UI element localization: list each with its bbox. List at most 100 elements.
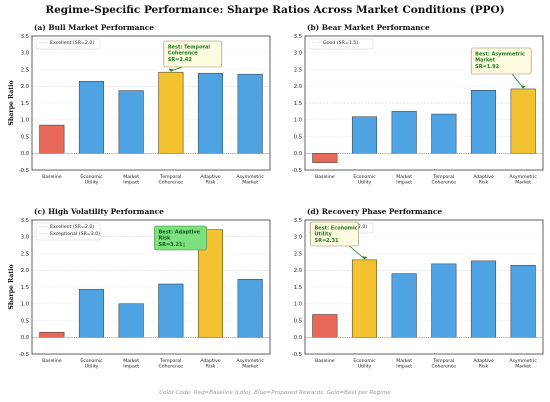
bar <box>78 80 105 154</box>
x-tick-label: Asymmetric Market <box>236 358 264 369</box>
x-tick-label: Adaptive Risk <box>200 174 221 185</box>
y-tick-label: -0.5 <box>292 168 302 174</box>
annotation-text: Best: Economic <box>315 226 358 232</box>
annotation-text: Best: Temporal <box>168 45 211 51</box>
y-tick-label: 2.5 <box>294 251 302 257</box>
y-tick-label: 1.5 <box>294 285 302 291</box>
bar <box>237 73 263 154</box>
x-tick-label: Baseline <box>315 174 335 180</box>
x-tick-label: Temporal Coherence <box>432 358 457 369</box>
y-tick-label: 3.0 <box>294 51 302 57</box>
annotation-box <box>470 47 532 75</box>
annotation-text: Risk <box>159 236 172 242</box>
bar <box>510 264 536 338</box>
plot-frame <box>31 219 271 355</box>
y-tick-label: 3.5 <box>21 34 29 40</box>
bar <box>118 90 144 154</box>
x-tick-label: Temporal Coherence <box>159 174 184 185</box>
bar <box>351 116 378 154</box>
legend-box <box>35 38 101 50</box>
annotation-text: Coherence <box>168 51 198 57</box>
y-tick-label: 3.0 <box>21 51 29 57</box>
x-tick-label: Asymmetric Market <box>509 358 537 369</box>
annotation-box <box>310 221 359 247</box>
annotation-arrow <box>349 245 365 260</box>
annotation-text: SR=2.42 <box>168 57 192 63</box>
x-tick-label: Adaptive Risk <box>473 358 494 369</box>
plot-frame <box>31 35 271 171</box>
annotation-arrowhead <box>168 68 174 72</box>
annotation-box <box>163 40 223 68</box>
x-tick-label: Temporal Coherence <box>432 174 457 185</box>
y-tick-label: 0.0 <box>294 335 302 341</box>
y-tick-label: -0.5 <box>292 352 302 358</box>
annotation-arrowhead <box>520 85 526 89</box>
x-tick-label: Baseline <box>42 358 62 364</box>
x-tick-label: Temporal Coherence <box>159 358 184 369</box>
bar <box>470 260 497 338</box>
y-tick-label: 1.0 <box>294 118 302 124</box>
chart-panel: (c) High Volatility Performance -0.5 0.0 0.… <box>8 207 271 369</box>
x-tick-label: Market Impact <box>123 358 139 369</box>
bar <box>351 259 378 338</box>
bar <box>118 303 144 338</box>
y-tick-label: 2.0 <box>21 268 29 274</box>
y-tick-label: 0.5 <box>21 134 29 140</box>
y-tick-label: 1.0 <box>21 118 29 124</box>
x-tick-label: Economic Utility <box>353 174 376 185</box>
bar <box>78 289 105 338</box>
bar <box>39 124 65 154</box>
x-tick-label: Market Impact <box>396 358 412 369</box>
legend-box <box>35 222 101 241</box>
panel-title: (a) Bull Market Performance <box>34 23 154 32</box>
x-tick-label: Asymmetric Market <box>236 174 264 185</box>
chart-panel: (d) Recovery Phase Performance -0.5 0.0 0.5… <box>292 207 544 369</box>
annotation-text: SR=2.31 <box>315 238 339 244</box>
bar <box>431 263 457 338</box>
bar <box>39 331 65 338</box>
y-tick-label: 2.0 <box>294 268 302 274</box>
panel-title: (c) High Volatility Performance <box>34 207 164 216</box>
bar <box>312 153 338 163</box>
annotation-arrow <box>170 66 182 72</box>
y-tick-label: 0.0 <box>294 151 302 157</box>
panel-title: (b) Bear Market Performance <box>307 23 430 32</box>
color-code-caption: Color Code: Red=Baseline (Lolo), Blue=Pr… <box>159 390 391 396</box>
y-tick-label: 0.5 <box>21 318 29 324</box>
y-tick-label: 3.0 <box>294 235 302 241</box>
annotation-text: Best: Adaptive <box>159 230 201 236</box>
bar <box>431 113 457 154</box>
figure-title: Regime-Specific Performance: Sharpe Rati… <box>45 4 505 16</box>
annotation-text: SR=3.21▯ <box>159 242 186 248</box>
y-tick-label: 2.5 <box>21 67 29 73</box>
legend-box <box>308 38 374 50</box>
panel-title: (d) Recovery Phase Performance <box>307 207 442 216</box>
y-tick-label: 2.5 <box>21 251 29 257</box>
x-tick-label: Asymmetric Market <box>509 174 537 185</box>
x-tick-label: Market Impact <box>396 174 412 185</box>
annotation-text: Best: Asymmetric <box>475 52 525 58</box>
bar <box>158 71 184 154</box>
annotation-arrowhead <box>362 256 368 260</box>
y-tick-label: 1.0 <box>21 302 29 308</box>
y-tick-label: 0.5 <box>294 318 302 324</box>
plot-frame <box>304 219 544 355</box>
y-tick-label: 3.5 <box>294 34 302 40</box>
annotation-box <box>154 225 207 251</box>
y-tick-label: 1.0 <box>294 302 302 308</box>
y-tick-label: 0.0 <box>21 335 29 341</box>
bar <box>391 273 417 338</box>
x-tick-label: Economic Utility <box>80 358 103 369</box>
bar <box>391 111 417 154</box>
annotation-text: Utility <box>315 232 333 238</box>
bar <box>470 90 497 154</box>
x-tick-label: Baseline <box>42 174 62 180</box>
legend-label: Excellent (SR=2.0) <box>50 40 94 46</box>
bar <box>312 314 338 338</box>
annotation-text: SR=1.92 <box>475 64 499 70</box>
y-tick-label: -0.5 <box>19 168 29 174</box>
legend-label: Exceptional (SR=3.0) <box>50 231 100 237</box>
x-tick-label: Adaptive Risk <box>473 174 494 185</box>
